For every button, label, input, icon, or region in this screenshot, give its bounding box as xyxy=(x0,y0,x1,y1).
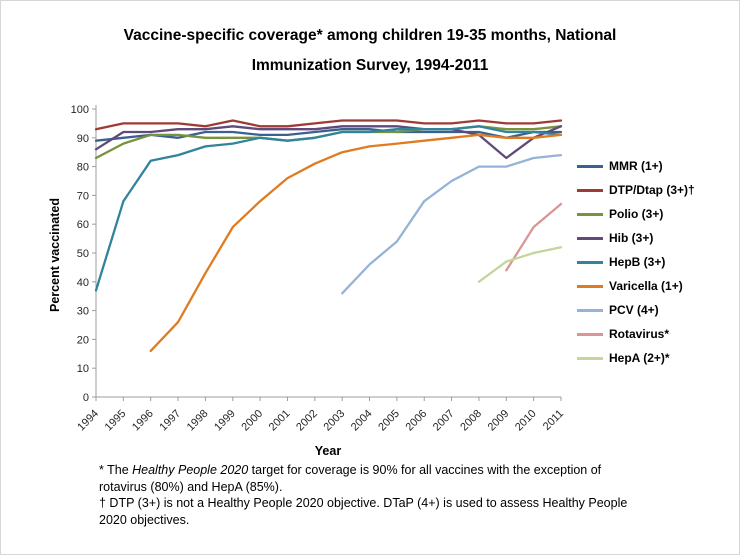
legend-swatch xyxy=(577,308,603,312)
x-tick-label: 1997 xyxy=(157,408,183,434)
legend-item: Polio (3+) xyxy=(577,207,695,221)
x-tick-label: 1996 xyxy=(130,408,156,434)
legend-swatch xyxy=(577,332,603,336)
series-line xyxy=(149,133,563,353)
y-axis-label: Percent vaccinated xyxy=(48,198,62,312)
x-tick-label: 1994 xyxy=(75,408,101,434)
legend-item: PCV (4+) xyxy=(577,303,695,317)
y-tick-label: 70 xyxy=(77,190,89,202)
y-tick-label: 30 xyxy=(77,306,89,318)
x-tick-label: 2011 xyxy=(541,408,566,433)
x-tick-label: 2002 xyxy=(294,408,320,434)
legend-label: HepB (3+) xyxy=(609,255,666,269)
footnotes: * The Healthy People 2020 target for cov… xyxy=(99,462,685,528)
series-line xyxy=(341,153,563,295)
chart-title-line1: Vaccine-specific coverage* among childre… xyxy=(123,27,617,44)
x-tick-label: 2000 xyxy=(239,408,265,434)
legend-swatch xyxy=(577,188,603,192)
footnote-line: † DTP (3+) is not a Healthy People 2020 … xyxy=(99,495,685,512)
legend-swatch xyxy=(577,356,603,360)
legend-item: MMR (1+) xyxy=(577,159,695,173)
series-line xyxy=(505,202,563,272)
y-tick-label: 60 xyxy=(77,219,89,231)
series-line xyxy=(94,119,563,131)
y-tick-label: 50 xyxy=(77,248,89,260)
legend-swatch xyxy=(577,212,603,216)
x-tick-label: 2004 xyxy=(349,408,375,434)
x-tick-label: 2003 xyxy=(321,408,347,434)
y-tick-label: 10 xyxy=(77,363,89,375)
legend-item: HepB (3+) xyxy=(577,255,695,269)
x-tick-label: 1999 xyxy=(212,408,238,434)
footnote-line: * The Healthy People 2020 target for cov… xyxy=(99,462,685,479)
x-tick-label: 2006 xyxy=(404,408,430,434)
x-tick-label: 2009 xyxy=(486,408,512,434)
legend-label: HepA (2+)* xyxy=(609,351,670,365)
footnote-text: target for coverage is 90% for all vacci… xyxy=(248,463,602,477)
footnote-text: 2020 objectives. xyxy=(99,512,190,527)
legend-item: Rotavirus* xyxy=(577,327,695,341)
legend-swatch xyxy=(577,284,603,288)
legend-item: HepA (2+)* xyxy=(577,351,695,365)
x-axis-label: Year xyxy=(314,444,342,458)
x-tick-label: 2008 xyxy=(458,408,484,434)
legend-swatch xyxy=(577,236,603,240)
x-tick-label: 2001 xyxy=(267,408,293,434)
footnote-line: 2020 objectives. xyxy=(99,512,685,529)
legend-label: DTP/Dtap (3+)† xyxy=(609,183,695,197)
footnote-line: rotavirus (80%) and HepA (85%). xyxy=(99,479,685,496)
legend-label: PCV (4+) xyxy=(609,303,659,317)
x-tick-label: 2005 xyxy=(376,408,402,434)
x-tick-label: 2010 xyxy=(513,408,539,434)
legend: MMR (1+) DTP/Dtap (3+)† Polio (3+) Hib (3+)… xyxy=(577,159,695,365)
legend-label: Polio (3+) xyxy=(609,207,664,221)
legend-item: Hib (3+) xyxy=(577,231,695,245)
x-tick-label: 2007 xyxy=(431,408,457,434)
y-tick-label: 80 xyxy=(77,162,89,174)
x-tick-label: 1995 xyxy=(103,408,129,434)
legend-item: Varicella (1+) xyxy=(577,279,695,293)
y-tick-label: 100 xyxy=(71,104,89,116)
y-tick-label: 0 xyxy=(83,392,89,404)
series-line xyxy=(94,128,563,142)
legend-label: Hib (3+) xyxy=(609,231,654,245)
y-tick-label: 20 xyxy=(77,334,89,346)
series-line xyxy=(94,125,563,160)
y-tick-label: 90 xyxy=(77,133,89,145)
legend-swatch xyxy=(577,164,603,168)
series-line xyxy=(477,246,563,283)
footnote-text: † DTP (3+) is not a Healthy People 2020 … xyxy=(99,496,628,510)
x-tick-label: 1998 xyxy=(185,408,211,434)
legend-label: Varicella (1+) xyxy=(609,279,683,293)
footnote-text: Healthy People 2020 xyxy=(132,463,249,477)
chart-title-line2: Immunization Survey, 1994-2011 xyxy=(251,57,489,74)
legend-swatch xyxy=(577,260,603,264)
footnote-text: * The xyxy=(99,463,133,477)
y-tick-label: 40 xyxy=(77,277,89,289)
legend-label: MMR (1+) xyxy=(609,159,663,173)
legend-label: Rotavirus* xyxy=(609,327,670,341)
series-line xyxy=(94,125,563,292)
footnote-text: rotavirus (80%) and HepA (85%). xyxy=(99,479,283,494)
legend-item: DTP/Dtap (3+)† xyxy=(577,183,695,197)
